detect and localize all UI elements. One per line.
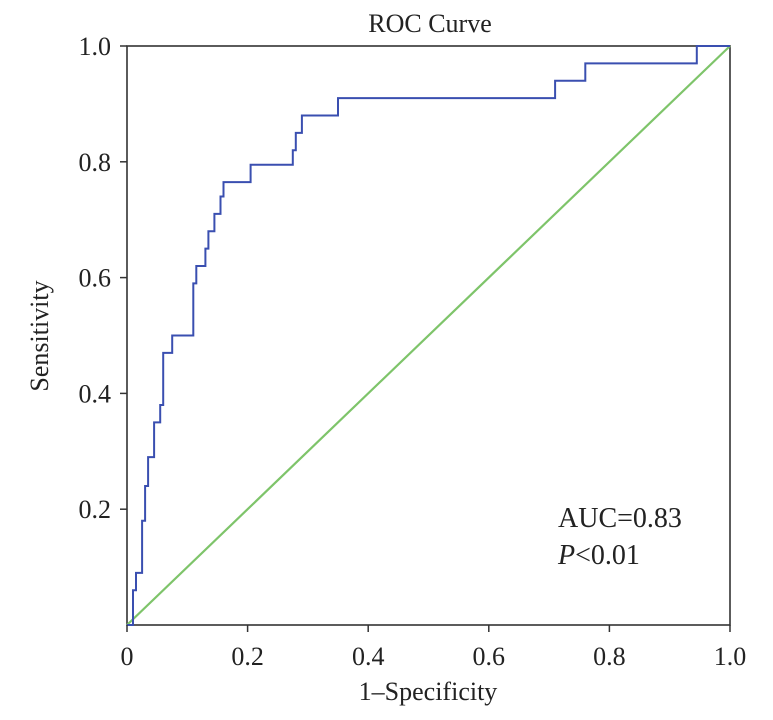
reference-diagonal-line [126,45,731,626]
roc-curve-line [127,45,730,626]
y-tick-label: 0.8 [79,148,112,177]
x-axis-label: 1–Specificity [359,677,498,706]
plot-frame [126,45,731,626]
y-tick-label: 0.2 [79,495,112,524]
x-tick-label: 1.0 [714,642,747,671]
auc-annotation: AUC=0.83 [558,503,682,534]
ticks-layer: 0 0.2 0.4 0.6 0.8 1.0 0.2 0.4 0.6 0.8 1.0 [79,32,747,671]
x-tick-label: 0.8 [593,642,626,671]
x-tick-label: 0 [121,642,134,671]
series-layer [126,45,731,626]
p-letter: P [557,540,575,571]
y-axis-label: Sensitivity [25,280,54,391]
plot-border [126,45,731,626]
x-tick-label: 0.4 [352,642,385,671]
y-tick-label: 0.6 [79,264,112,293]
p-value-text: <0.01 [575,540,640,571]
p-value-annotation: P<0.01 [557,540,640,571]
chart-title: ROC Curve [368,9,492,38]
x-tick-label: 0.6 [473,642,506,671]
x-tick-label: 0.2 [231,642,264,671]
y-tick-label: 1.0 [79,32,112,61]
y-tick-label: 0.4 [79,379,112,408]
